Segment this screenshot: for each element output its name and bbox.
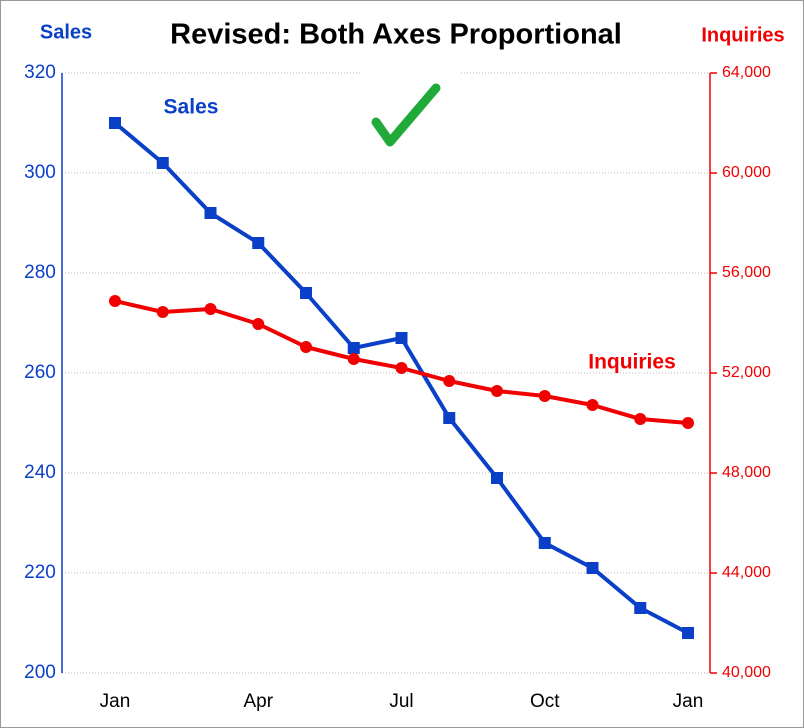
y-tick-label: 320 (24, 62, 56, 83)
y2-tick-label: 52,000 (722, 364, 771, 381)
data-point (682, 627, 694, 639)
data-point (586, 399, 599, 411)
data-point (204, 207, 217, 219)
data-point (443, 412, 456, 424)
data-point (109, 117, 121, 129)
x-tick-label: Jan (100, 691, 131, 712)
y2-tick-label: 64,000 (722, 64, 771, 81)
title-backdrop (362, 55, 460, 85)
y-tick-label: 300 (24, 162, 56, 183)
data-point (634, 602, 647, 614)
series-annotation: Sales (164, 96, 219, 119)
x-tick-label: Jan (673, 691, 704, 712)
data-point (204, 303, 217, 315)
y-tick-label: 260 (24, 362, 56, 383)
data-point (252, 318, 265, 330)
data-point (634, 413, 647, 425)
x-tick-label: Jul (389, 691, 413, 712)
y2-tick-label: 56,000 (722, 264, 771, 281)
y-axis-label: Sales (40, 21, 92, 43)
y2-tick-label: 48,000 (722, 464, 771, 481)
chart-title: Revised: Both Axes Proportional (170, 19, 622, 51)
data-point (395, 362, 408, 374)
y-tick-label: 280 (24, 262, 56, 283)
data-point (300, 287, 312, 299)
data-point (156, 306, 169, 318)
y2-tick-label: 40,000 (722, 664, 771, 681)
data-point (156, 157, 169, 169)
data-point (443, 375, 456, 387)
data-point (395, 332, 408, 344)
y2-tick-label: 60,000 (722, 164, 771, 181)
data-point (491, 472, 503, 484)
check-mark (371, 83, 441, 147)
data-point (347, 353, 360, 365)
y-tick-label: 200 (24, 662, 56, 683)
y-tick-label: 240 (24, 462, 56, 483)
data-point (586, 562, 599, 574)
data-point (347, 342, 360, 354)
data-point (300, 341, 312, 353)
y2-axis-label: Inquiries (701, 24, 784, 46)
series-annotation: Inquiries (588, 351, 676, 374)
data-point (538, 390, 551, 402)
data-point (538, 537, 551, 549)
x-tick-label: Apr (243, 691, 273, 712)
data-point (491, 385, 503, 397)
data-point (252, 237, 265, 249)
x-tick-label: Oct (530, 691, 560, 712)
y-tick-label: 220 (24, 562, 56, 583)
data-point (682, 417, 694, 429)
data-point (109, 295, 121, 307)
y2-tick-label: 44,000 (722, 564, 771, 581)
